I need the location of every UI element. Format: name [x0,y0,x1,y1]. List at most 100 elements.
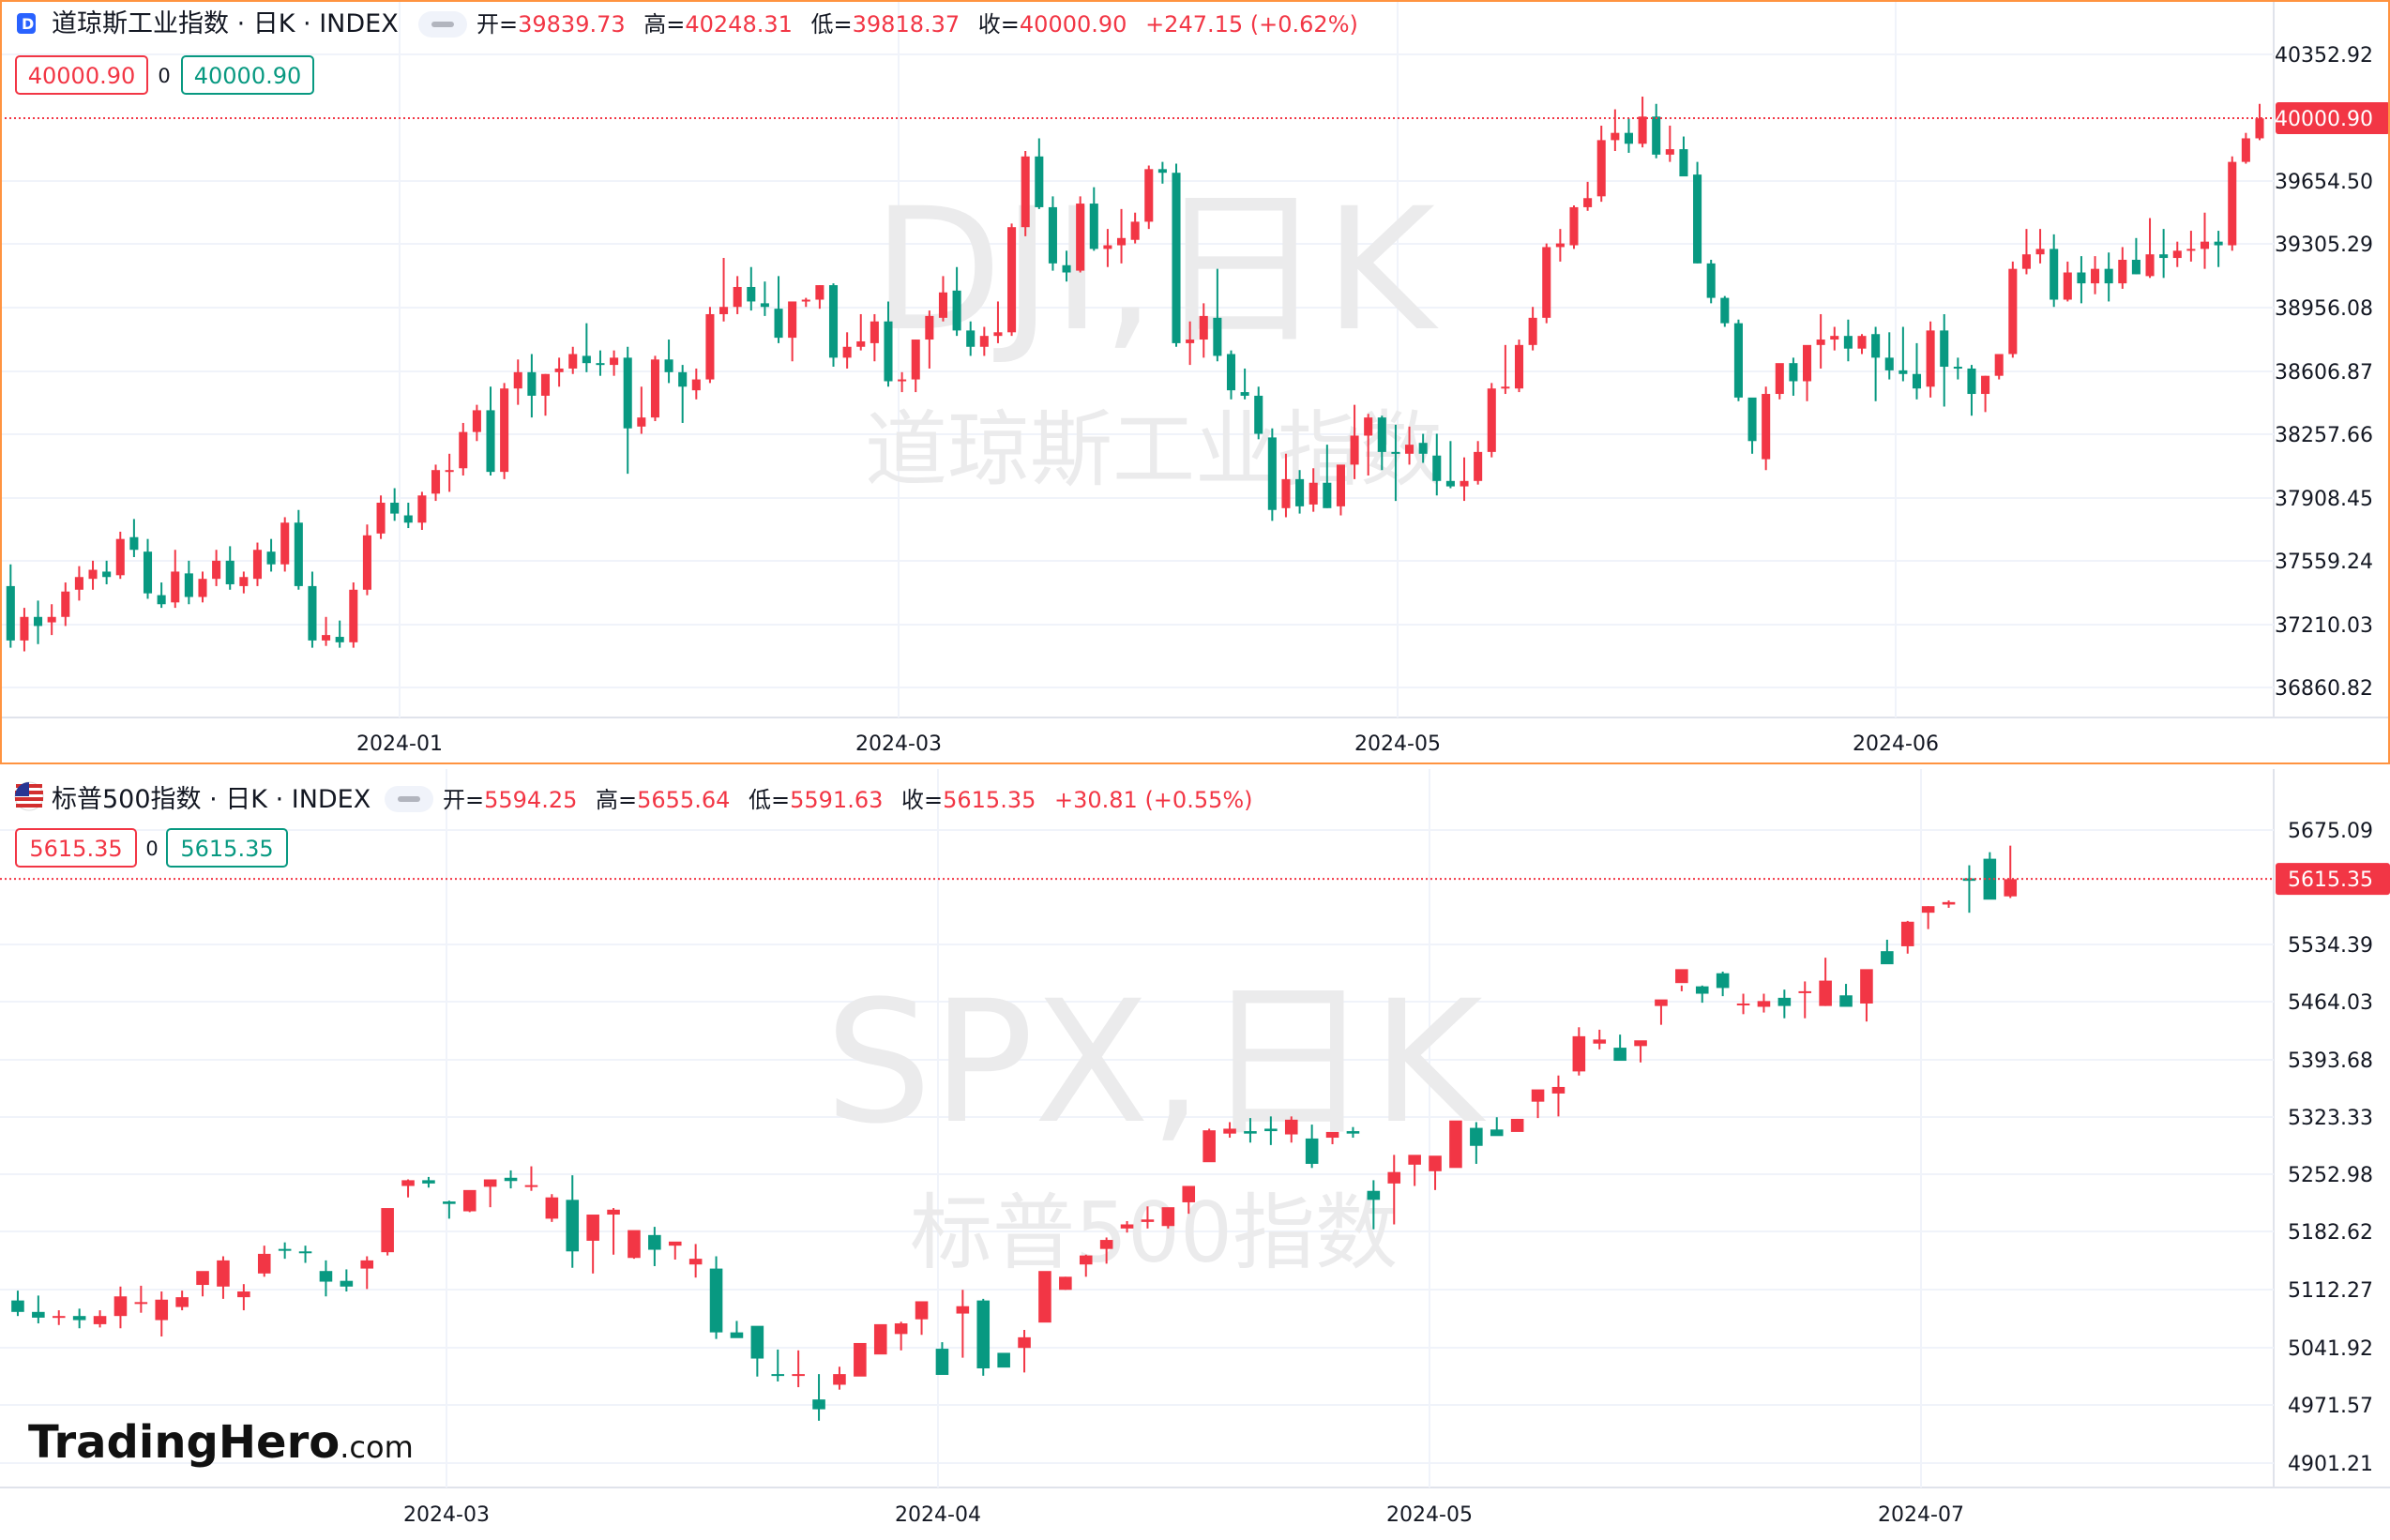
dji-candle [1871,326,1881,401]
spx-candle [709,1256,723,1339]
spx-candle [545,1194,559,1222]
spx-candle [1284,1116,1298,1143]
dji-candle [212,550,221,586]
dji-candle [1460,457,1469,502]
dji-candle [1638,97,1647,148]
dji-candle [1843,319,1853,362]
dji-candle [184,560,193,605]
spx-x-tick-label: 2024-04 [895,1503,981,1527]
dji-candle [2104,252,2113,302]
spx-candle [607,1208,620,1255]
spx-candle [1325,1131,1339,1145]
spx-candle [1182,1185,1196,1215]
spx-low-label: 低= [749,787,790,813]
dji-candle [719,258,729,322]
spx-pane[interactable]: 5675.09 5534.39 5464.03 5393.68 5323.33 5252.… [0,769,2390,1527]
tradinghero-logo: TradingHero.com [28,1416,414,1469]
dji-ask-value: 40000.90 [194,63,302,89]
dji-candle [1336,464,1345,516]
dji-candle [2077,256,2086,304]
dji-candle [623,346,632,475]
dji-candle [815,285,824,310]
dji-candle [390,488,400,521]
dji-candle [1213,268,1222,362]
spx-candle [1572,1027,1586,1076]
dji-pane[interactable]: 40352.92 39654.50 39305.29 38956.08 38606.87… [0,0,2390,756]
dji-candle [1487,383,1496,458]
dji-high-value: 40248.31 [685,11,793,38]
spx-sell-button[interactable] [15,828,137,868]
dji-candle [966,321,976,356]
dji-candle [733,276,742,314]
dji-candle [472,404,481,442]
dji-candle [280,517,290,572]
dji-candle [1884,332,1894,380]
spx-candle [1490,1117,1504,1137]
dji-candle [664,340,673,384]
spx-candle [1120,1221,1134,1233]
spx-candle [873,1323,887,1355]
dji-candle [760,281,769,316]
spx-candle [2004,845,2018,898]
dji-candle [431,464,441,502]
spx-candle [93,1310,107,1328]
dji-candle [1802,344,1812,401]
dji-candle [225,546,234,590]
spx-candle [1510,1118,1524,1132]
dji-candle [1254,386,1263,440]
dji-candle [1103,229,1112,267]
spx-candle [298,1246,312,1263]
spx-y-tick-label: 5323.33 [2288,1107,2373,1130]
spx-candle [381,1208,394,1256]
dji-candle [1912,342,1922,400]
spx-buy-button[interactable] [166,828,288,868]
dji-close-label: 收= [978,11,1020,38]
spx-candle [1839,984,1853,1007]
dji-candle [1157,161,1167,184]
spx-candle [935,1342,949,1375]
dji-y-tick-label: 38257.66 [2275,424,2373,447]
spx-y-tick-label: 4901.21 [2288,1453,2373,1476]
spx-candle [72,1308,86,1329]
dji-candle [1062,250,1071,282]
dji-candle [993,301,1003,343]
dji-candle [1240,368,1249,400]
dji-candle [1323,445,1332,508]
dji-buy-button[interactable] [181,55,314,95]
dji-candle [1364,414,1373,476]
spx-high-label: 高= [596,787,637,813]
spx-y-tick-label: 5041.92 [2288,1337,2373,1361]
spx-candle [956,1290,970,1358]
dji-candle [1596,125,1606,203]
spx-y-tick-label: 5534.39 [2288,934,2373,958]
dji-candle [1474,441,1483,485]
spx-bid-value: 5615.35 [29,836,122,862]
spx-candle [11,1291,24,1317]
dji-y-tick-label: 39654.50 [2275,171,2373,194]
spx-last-price-value: 5615.35 [2288,868,2373,892]
dji-y-tick-label: 37210.03 [2275,614,2373,638]
dji-candle [1624,118,1634,153]
dji-x-tick-label: 2024-06 [1853,732,1939,756]
dji-candle [1172,163,1181,347]
dji-candle [1720,295,1730,327]
spx-candle [628,1230,641,1260]
dji-candle [527,354,537,418]
dji-candle [2008,261,2018,358]
dji-candle [1445,441,1455,489]
dji-candle [1048,196,1057,271]
spx-x-tick-label: 2024-07 [1878,1503,1964,1527]
spx-open-label: 开= [443,787,484,813]
dji-y-tick-label: 39305.29 [2275,234,2373,257]
dji-candle [34,600,43,644]
spx-candle [1593,1029,1607,1049]
dji-sell-button[interactable] [15,55,148,95]
spx-candle [1531,1089,1545,1119]
dji-candle [2035,229,2045,264]
dji-candle [540,373,551,416]
spx-candle [688,1244,703,1278]
spx-watermark-symbol: SPX,日K [824,965,1486,1161]
spx-candle [237,1284,250,1311]
dji-candle [1981,375,1990,413]
